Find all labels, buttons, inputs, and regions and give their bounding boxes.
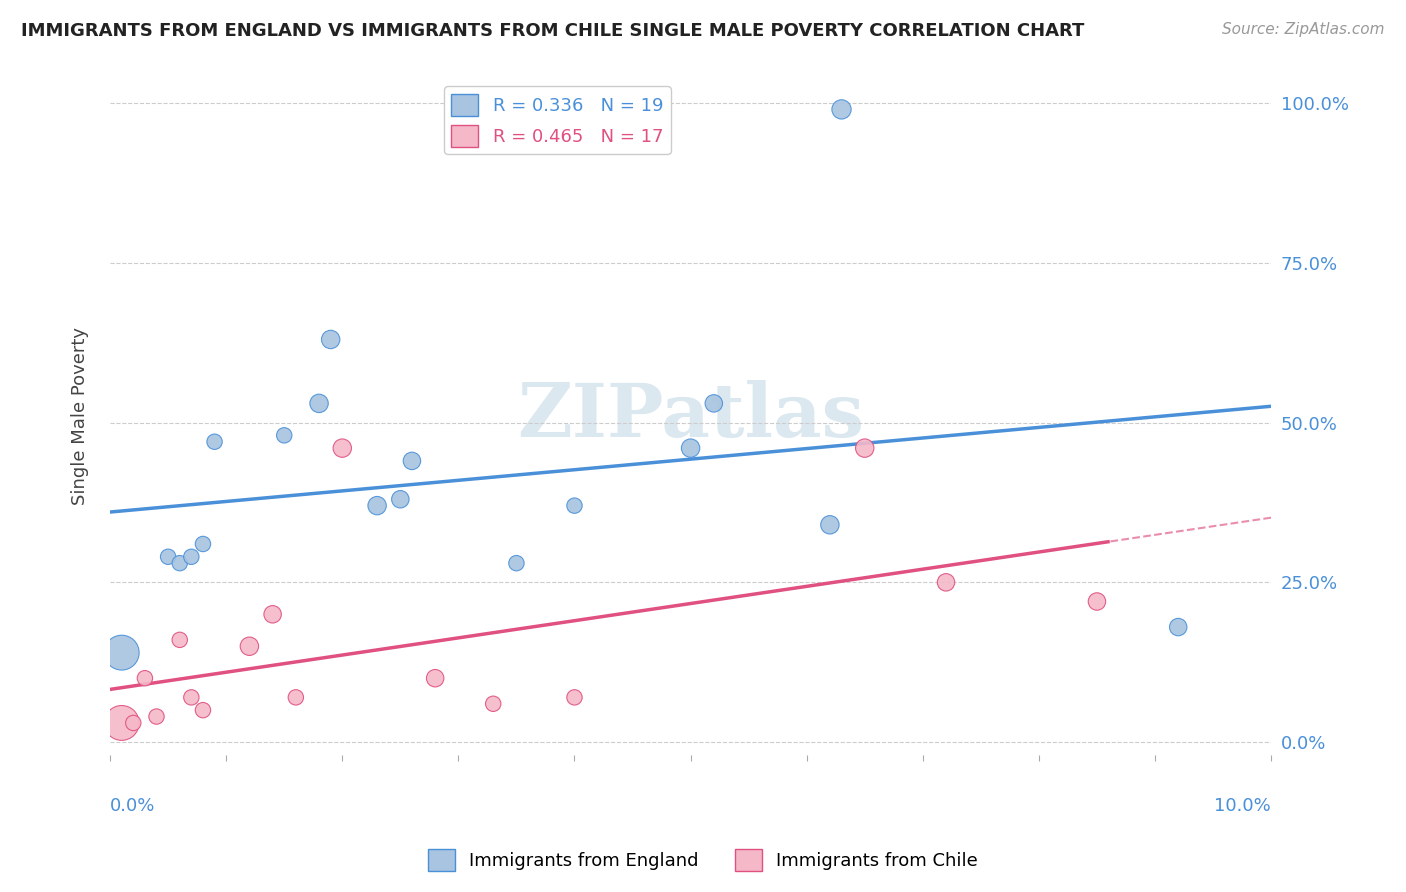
Point (389, 492, 412, 507)
Point (122, 715, 145, 730)
Point (169, 556, 191, 570)
Point (818, 517, 841, 532)
Point (111, 715, 134, 730)
Point (169, 632, 191, 647)
Point (401, 454, 423, 468)
Text: IMMIGRANTS FROM ENGLAND VS IMMIGRANTS FROM CHILE SINGLE MALE POVERTY CORRELATION: IMMIGRANTS FROM ENGLAND VS IMMIGRANTS FR… (21, 22, 1084, 40)
Point (111, 646, 134, 660)
Point (308, 396, 330, 410)
Point (145, 709, 167, 723)
Y-axis label: Single Male Poverty: Single Male Poverty (72, 327, 89, 505)
Point (238, 639, 260, 653)
Point (425, 671, 447, 685)
Point (564, 690, 586, 705)
Point (564, 499, 586, 513)
Point (191, 537, 214, 551)
Point (204, 434, 226, 449)
Point (831, 103, 853, 117)
Point (1085, 594, 1108, 608)
Point (366, 499, 388, 513)
Point (853, 441, 876, 455)
Text: 10.0%: 10.0% (1215, 797, 1271, 814)
Point (191, 703, 214, 717)
Point (284, 690, 307, 705)
Point (262, 607, 284, 622)
Point (330, 441, 353, 455)
Point (180, 690, 202, 705)
Point (482, 697, 505, 711)
Point (319, 333, 342, 347)
Point (273, 428, 295, 442)
Text: 0.0%: 0.0% (110, 797, 156, 814)
Point (134, 671, 156, 685)
Point (505, 556, 527, 570)
Text: Source: ZipAtlas.com: Source: ZipAtlas.com (1222, 22, 1385, 37)
Text: ZIPatlas: ZIPatlas (517, 380, 865, 452)
Point (180, 549, 202, 564)
Point (1167, 620, 1189, 634)
Point (157, 549, 180, 564)
Legend: R = 0.336   N = 19, R = 0.465   N = 17: R = 0.336 N = 19, R = 0.465 N = 17 (444, 87, 671, 154)
Point (935, 575, 957, 590)
Legend: Immigrants from England, Immigrants from Chile: Immigrants from England, Immigrants from… (420, 842, 986, 879)
Point (679, 441, 702, 455)
Point (703, 396, 725, 410)
